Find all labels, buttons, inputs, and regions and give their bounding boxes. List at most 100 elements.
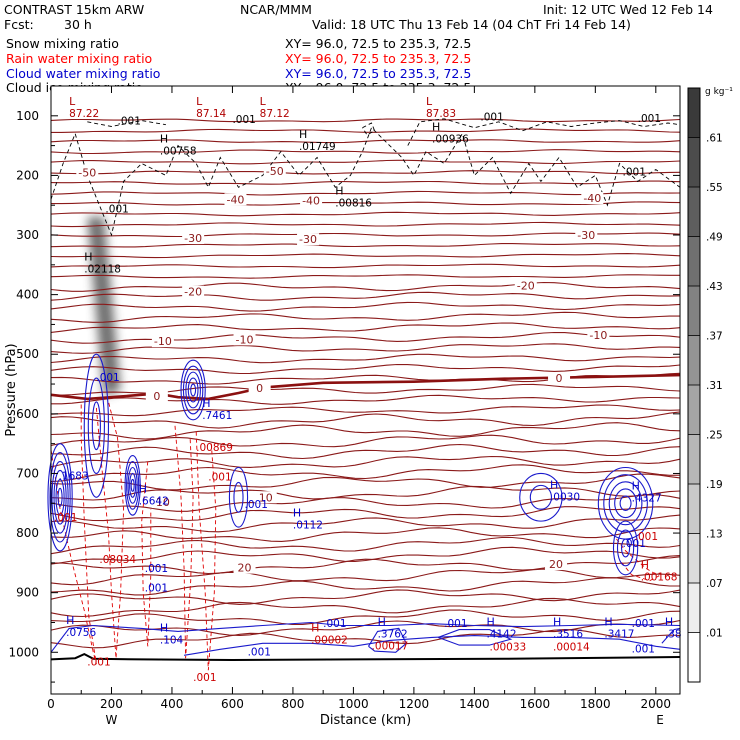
extremum-mark: H [202,397,210,410]
threshold-label: .001 [87,656,110,668]
extremum-mark: H [432,121,440,134]
theta-contour [50,577,680,596]
rain-water-contour [95,401,125,659]
colorbar-segment [688,137,700,187]
cloud-water-contour [47,443,73,552]
theta-contour [50,464,681,483]
cloud-water-contour [55,478,65,516]
cloud-water-contour [50,621,681,653]
theta-contour [50,506,681,522]
temperature-label: -10 [236,333,254,346]
temperature-label-bg [263,165,286,178]
x-axis-label: Distance (km) [320,713,411,728]
threshold-label: .001 [480,112,503,124]
theta-contour [50,434,681,448]
colorbar-label: .55 [706,182,723,194]
x-tick-label: 0 [47,697,55,711]
colorbar-label: .43 [706,281,723,293]
x-tick-label: 1600 [520,697,551,711]
cloud-water-contour [182,365,204,415]
extremum-value: .0030 [550,491,580,503]
center-name: NCAR/MMM [240,2,312,17]
cloud-water-contour [91,401,101,451]
init-time: Init: 12 UTC Wed 12 Feb 14 [543,2,713,17]
theta-contour [50,232,681,238]
extremum-value: .104 [160,634,184,646]
cloud-water-contour [51,460,69,534]
threshold-label: .001 [632,643,655,655]
temperature-label: -40 [302,194,320,207]
extremum-value: .02118 [84,264,121,276]
theta-contour [51,201,681,206]
zero-degree-isotherm [50,373,681,401]
cloud-water-contour [614,488,638,519]
colorbar-segment [688,583,700,633]
extremum-mark: H [160,133,168,146]
extremum-value: 87.14 [196,108,226,120]
extremum-value: .00002 [311,634,348,646]
legend-rain-label: Rain water mixing ratio [6,51,153,66]
x-tick-label: 400 [161,697,184,711]
temperature-label-bg [545,558,568,571]
temperature-label-bg [297,233,320,246]
theta-contour [50,536,681,555]
cloud-water-contour [233,481,244,513]
extremum-value: .00816 [335,197,372,209]
theta-contour [50,589,681,605]
extremum-mark: H [160,621,168,634]
threshold-label: .001 [245,499,268,511]
temperature-label: -20 [184,286,202,299]
threshold-label: .001 [145,582,168,594]
extremum-value: .00017 [372,640,409,652]
x-tick-label: 2000 [641,697,672,711]
extremum-value: .0756 [66,627,96,639]
temperature-label: 20 [238,562,252,575]
theta-contour [50,485,681,501]
east-label: E [656,713,664,727]
cloud-water-contour [519,472,563,522]
theta-contour [50,221,681,228]
x-tick-label: 600 [221,697,244,711]
colorbar-label: .19 [706,479,723,491]
theta-contour [50,253,681,259]
temperature-label-bg [254,491,277,504]
temperature-label: 20 [549,558,563,571]
extremum-value: .00168 [641,572,678,584]
y-tick-label: 800 [16,526,39,540]
threshold-label: .001 [623,538,646,550]
colorbar-label: .31 [706,380,723,392]
extremum-value: .00936 [432,134,469,146]
cloud-ice-contour [362,122,376,136]
temperature-label: -40 [226,193,244,206]
cloud-water-contour [83,353,110,498]
cloud-water-contour [126,460,140,510]
temperature-label: -50 [266,165,284,178]
extremum-mark: H [335,184,343,197]
threshold-label: .001 [54,512,77,524]
threshold-label: .001 [248,646,271,658]
extremum-mark: H [665,615,673,628]
theta-contour [50,609,681,625]
model-title: CONTRAST 15km ARW [4,2,145,17]
temperature-label-bg [233,333,256,346]
cloud-water-contour [49,452,71,543]
y-tick-label: 400 [16,288,39,302]
threshold-label: .001 [623,166,646,178]
extremum-value: .3516 [553,628,583,640]
extremum-mark: H [604,615,612,628]
temperature-label: 10 [259,491,273,504]
extremum-value: 87.83 [426,108,456,120]
temperature-label: -40 [583,192,601,205]
cloud-water-contour [603,474,648,533]
extremum-mark: H [311,621,319,634]
theta-contour [50,568,681,586]
cloud-water-contour [127,466,138,504]
threshold-label: .001 [118,116,141,128]
legend-cloudwater-label: Cloud water mixing ratio [6,66,161,81]
theta-contour [50,139,681,144]
temperature-label-bg [548,372,571,385]
colorbar-unit: g kg⁻¹ [705,87,733,97]
temperature-label: 0 [256,382,263,395]
legend-rain-xy: XY= 96.0, 72.5 to 235.3, 72.5 [285,51,472,66]
colorbar-segment [688,484,700,534]
